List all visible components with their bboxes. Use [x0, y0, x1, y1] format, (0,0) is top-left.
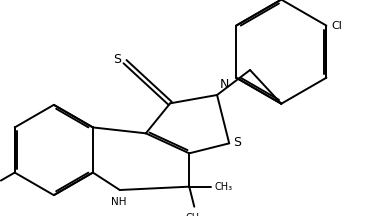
Text: NH: NH [111, 197, 126, 207]
Text: S: S [113, 53, 121, 66]
Text: CH₃: CH₃ [185, 213, 203, 216]
Text: Cl: Cl [332, 21, 342, 31]
Text: S: S [233, 136, 241, 149]
Text: N: N [220, 78, 230, 91]
Text: CH₃: CH₃ [214, 182, 232, 192]
